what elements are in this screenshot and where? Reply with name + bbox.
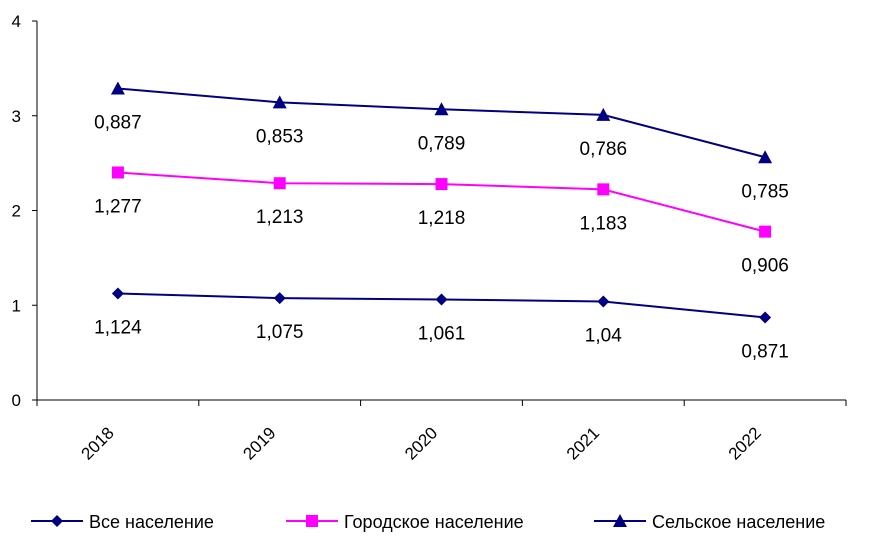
legend-label: Сельское население [652, 512, 825, 532]
data-label: 1,124 [94, 318, 142, 339]
x-tick-label: 2018 [78, 423, 118, 463]
chart-data-labels: 1,124 1,075 1,061 1,04 0,871 1,277 1,213 1,218 1… [94, 112, 789, 362]
data-point [758, 150, 773, 164]
x-tick-label: 2020 [401, 423, 441, 463]
data-point [759, 311, 772, 324]
legend-marker [613, 514, 627, 527]
data-point [111, 287, 124, 300]
data-label: 0,906 [741, 256, 789, 277]
data-label: 1,061 [418, 323, 466, 344]
data-point [273, 177, 286, 190]
y-tick-label: 2 [12, 202, 21, 221]
data-label: 0,786 [580, 139, 628, 160]
data-point [597, 183, 610, 196]
data-label: 0,789 [418, 133, 466, 154]
legend-marker [306, 515, 318, 527]
data-label: 0,871 [741, 341, 789, 362]
chart-axes: 0 1 2 3 4 2018 2019 2020 2021 2022 [12, 12, 847, 464]
chart-series [110, 81, 773, 324]
data-point [435, 178, 448, 191]
x-tick-label: 2022 [725, 423, 765, 463]
data-label: 1,04 [585, 325, 622, 346]
y-tick-label: 1 [12, 296, 21, 315]
data-label: 0,887 [94, 112, 142, 133]
legend-label: Все население [89, 512, 214, 532]
data-label: 1,277 [94, 197, 142, 218]
data-point [273, 292, 286, 305]
data-point [272, 95, 287, 109]
data-label: 1,075 [256, 322, 304, 343]
data-label: 1,183 [580, 213, 628, 234]
legend-label: Городское население [344, 512, 524, 532]
data-point [435, 293, 448, 306]
x-tick-label: 2019 [239, 423, 279, 463]
data-point [434, 102, 449, 116]
data-label: 1,218 [418, 208, 466, 229]
chart-legend: Все население Городское население Сельское… [31, 512, 825, 532]
data-point [597, 295, 610, 308]
x-tick-label: 2021 [563, 423, 603, 463]
data-label: 1,213 [256, 207, 304, 228]
y-tick-label: 4 [12, 12, 21, 31]
data-point [110, 81, 125, 95]
data-label: 0,785 [741, 181, 789, 202]
legend-marker [51, 515, 63, 527]
data-point [596, 107, 611, 121]
data-point [111, 166, 124, 179]
data-point [759, 225, 772, 238]
data-label: 0,853 [256, 126, 304, 147]
y-tick-label: 0 [12, 391, 21, 410]
y-tick-label: 3 [12, 107, 21, 126]
